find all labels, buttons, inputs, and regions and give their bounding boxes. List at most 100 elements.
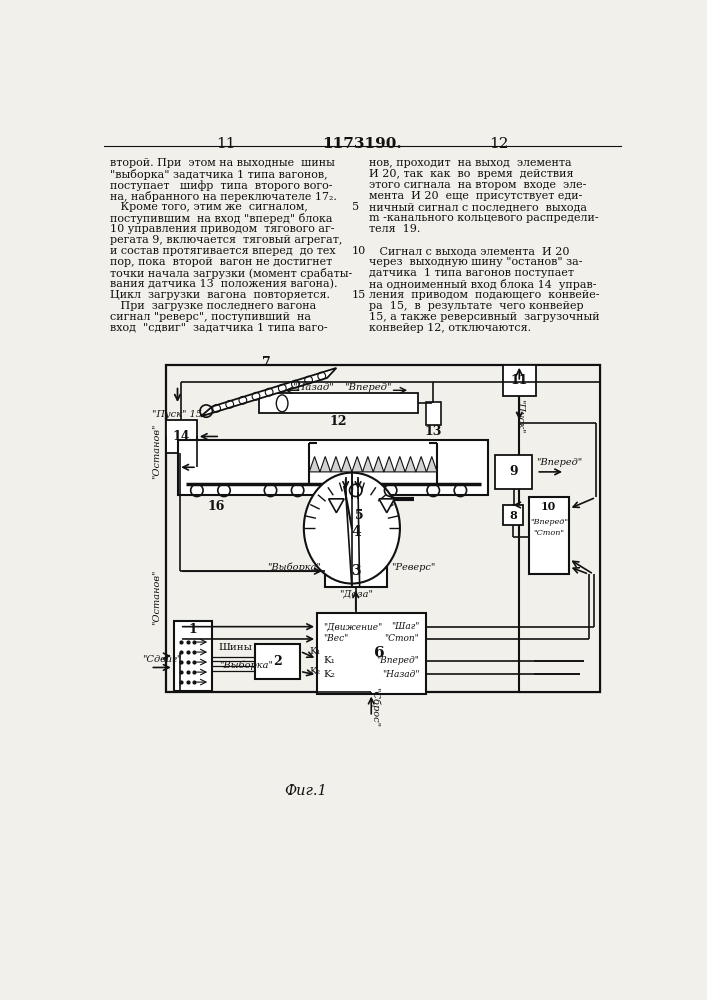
Text: "выборка" задатчика 1 типа вагонов,: "выборка" задатчика 1 типа вагонов, [110,169,328,180]
Bar [317,613,426,694]
Text: "Доза": "Доза" [339,590,373,599]
Polygon shape [395,456,405,472]
Text: 11: 11 [510,374,528,387]
Bar [166,420,197,453]
Bar [166,365,600,692]
Text: "Движение": "Движение" [323,622,382,631]
Ellipse shape [304,473,400,584]
Text: поступившим  на вход "вперед" блока: поступившим на вход "вперед" блока [110,213,332,224]
Text: "Стоп": "Стоп" [533,529,564,537]
Text: "Останов": "Останов" [152,570,161,625]
Text: точки начала загрузки (момент срабаты-: точки начала загрузки (момент срабаты- [110,268,352,279]
Text: 15: 15 [352,290,366,300]
Text: "Выборка": "Выборка" [218,660,273,670]
Bar [259,393,418,413]
Text: m -канального кольцевого распредели-: m -канального кольцевого распредели- [369,213,599,223]
Text: ра  15,  в  результате  чего конвейер: ра 15, в результате чего конвейер [369,301,583,311]
Text: конвейер 12, отключаются.: конвейер 12, отключаются. [369,323,531,333]
Text: "Назад": "Назад" [382,670,419,679]
Text: 11: 11 [216,137,235,151]
Bar [178,440,489,495]
Text: И 20, так  как  во  время  действия: И 20, так как во время действия [369,169,573,179]
Text: мента  И 20  еще  присутствует еди-: мента И 20 еще присутствует еди- [369,191,583,201]
Text: 1: 1 [189,623,197,636]
Text: Цикл  загрузки  вагона  повторяется.: Цикл загрузки вагона повторяется. [110,290,330,300]
Polygon shape [426,456,437,472]
Text: "Вперед": "Вперед" [344,383,391,392]
Text: на, набранного на переключателе 17₂.: на, набранного на переключателе 17₂. [110,191,337,202]
Text: 10: 10 [352,246,366,256]
Text: 3: 3 [351,564,361,578]
Text: 9: 9 [510,465,518,478]
Text: "Сдвиг": "Сдвиг" [142,655,182,664]
Text: 8: 8 [509,510,517,521]
Text: Шины: Шины [218,643,252,652]
Text: 12: 12 [489,137,509,151]
Text: вход  "сдвиг"  задатчика 1 типа ваго-: вход "сдвиг" задатчика 1 типа ваго- [110,323,328,333]
Polygon shape [405,456,416,472]
Text: "Назад": "Назад" [292,383,334,392]
Text: "Останов": "Останов" [152,423,161,479]
Text: "Пуск" 15: "Пуск" 15 [153,410,203,419]
Text: через  выходную шину "останов" за-: через выходную шину "останов" за- [369,257,583,267]
Polygon shape [201,368,337,416]
Text: регата 9, включается  тяговый агрегат,: регата 9, включается тяговый агрегат, [110,235,342,245]
Text: "Сброс": "Сброс" [370,687,380,728]
Polygon shape [352,456,363,472]
Text: этого сигнала  на втором  входе  эле-: этого сигнала на втором входе эле- [369,180,586,190]
Text: Фиг.1: Фиг.1 [284,784,327,798]
Text: 4: 4 [351,525,361,539]
Polygon shape [379,499,395,513]
Text: датчика  1 типа вагонов поступает: датчика 1 типа вагонов поступает [369,268,574,278]
Polygon shape [341,456,352,472]
Polygon shape [320,456,331,472]
Text: K₁: K₁ [309,647,320,656]
Bar [255,644,300,679]
Text: 5: 5 [352,202,359,212]
Text: 10 управления приводом  тягового аг-: 10 управления приводом тягового аг- [110,224,334,234]
Text: теля  19.: теля 19. [369,224,420,234]
Text: "Вперед": "Вперед" [376,656,419,665]
Polygon shape [363,456,373,472]
Text: 1173190.: 1173190. [322,137,402,151]
Text: Сигнал с выхода элемента  И 20: Сигнал с выхода элемента И 20 [369,246,569,256]
Text: "Шаг": "Шаг" [391,622,419,631]
Text: ничный сигнал с последнего  выхода: ничный сигнал с последнего выхода [369,202,587,212]
Text: "Вперед": "Вперед" [530,518,568,526]
Text: "Вес": "Вес" [323,634,349,643]
Text: K₁: K₁ [323,656,335,665]
Polygon shape [384,456,395,472]
Text: При  загрузке последнего вагона: При загрузке последнего вагона [110,301,316,311]
Text: вания датчика 13  положения вагона).: вания датчика 13 положения вагона). [110,279,337,289]
Text: 5: 5 [356,509,364,522]
Text: 15, а также реверсивный  загрузочный: 15, а также реверсивный загрузочный [369,312,600,322]
Text: K₂: K₂ [323,670,335,679]
Text: 14: 14 [173,430,190,443]
Polygon shape [416,456,426,472]
Text: 12: 12 [329,415,347,428]
Text: "Вперед": "Вперед" [537,458,583,467]
Text: поступает   шифр  типа  второго вого-: поступает шифр типа второго вого- [110,180,332,191]
Text: Кроме того, этим же  сигналом,: Кроме того, этим же сигналом, [110,202,308,212]
Text: "Выборка": "Выборка" [267,563,321,572]
Polygon shape [309,456,320,472]
Bar [518,365,600,692]
Text: 2: 2 [273,655,282,668]
Bar [426,402,441,425]
Bar [503,505,523,525]
Text: "Стоп": "Стоп" [385,634,419,643]
Polygon shape [329,499,344,513]
Text: на одноименный вход блока 14  управ-: на одноименный вход блока 14 управ- [369,279,597,290]
Bar [503,365,535,396]
Text: 7: 7 [262,356,271,369]
Ellipse shape [276,395,288,412]
Text: 13: 13 [425,425,442,438]
Text: ления  приводом  подающего  конвейе-: ления приводом подающего конвейе- [369,290,600,300]
Text: K₂: K₂ [309,667,320,676]
Bar [495,455,532,489]
Text: второй. При  этом на выходные  шины: второй. При этом на выходные шины [110,158,335,168]
Text: 10: 10 [541,501,556,512]
Text: 6: 6 [374,646,385,660]
Bar [174,620,212,691]
Bar [529,497,569,574]
